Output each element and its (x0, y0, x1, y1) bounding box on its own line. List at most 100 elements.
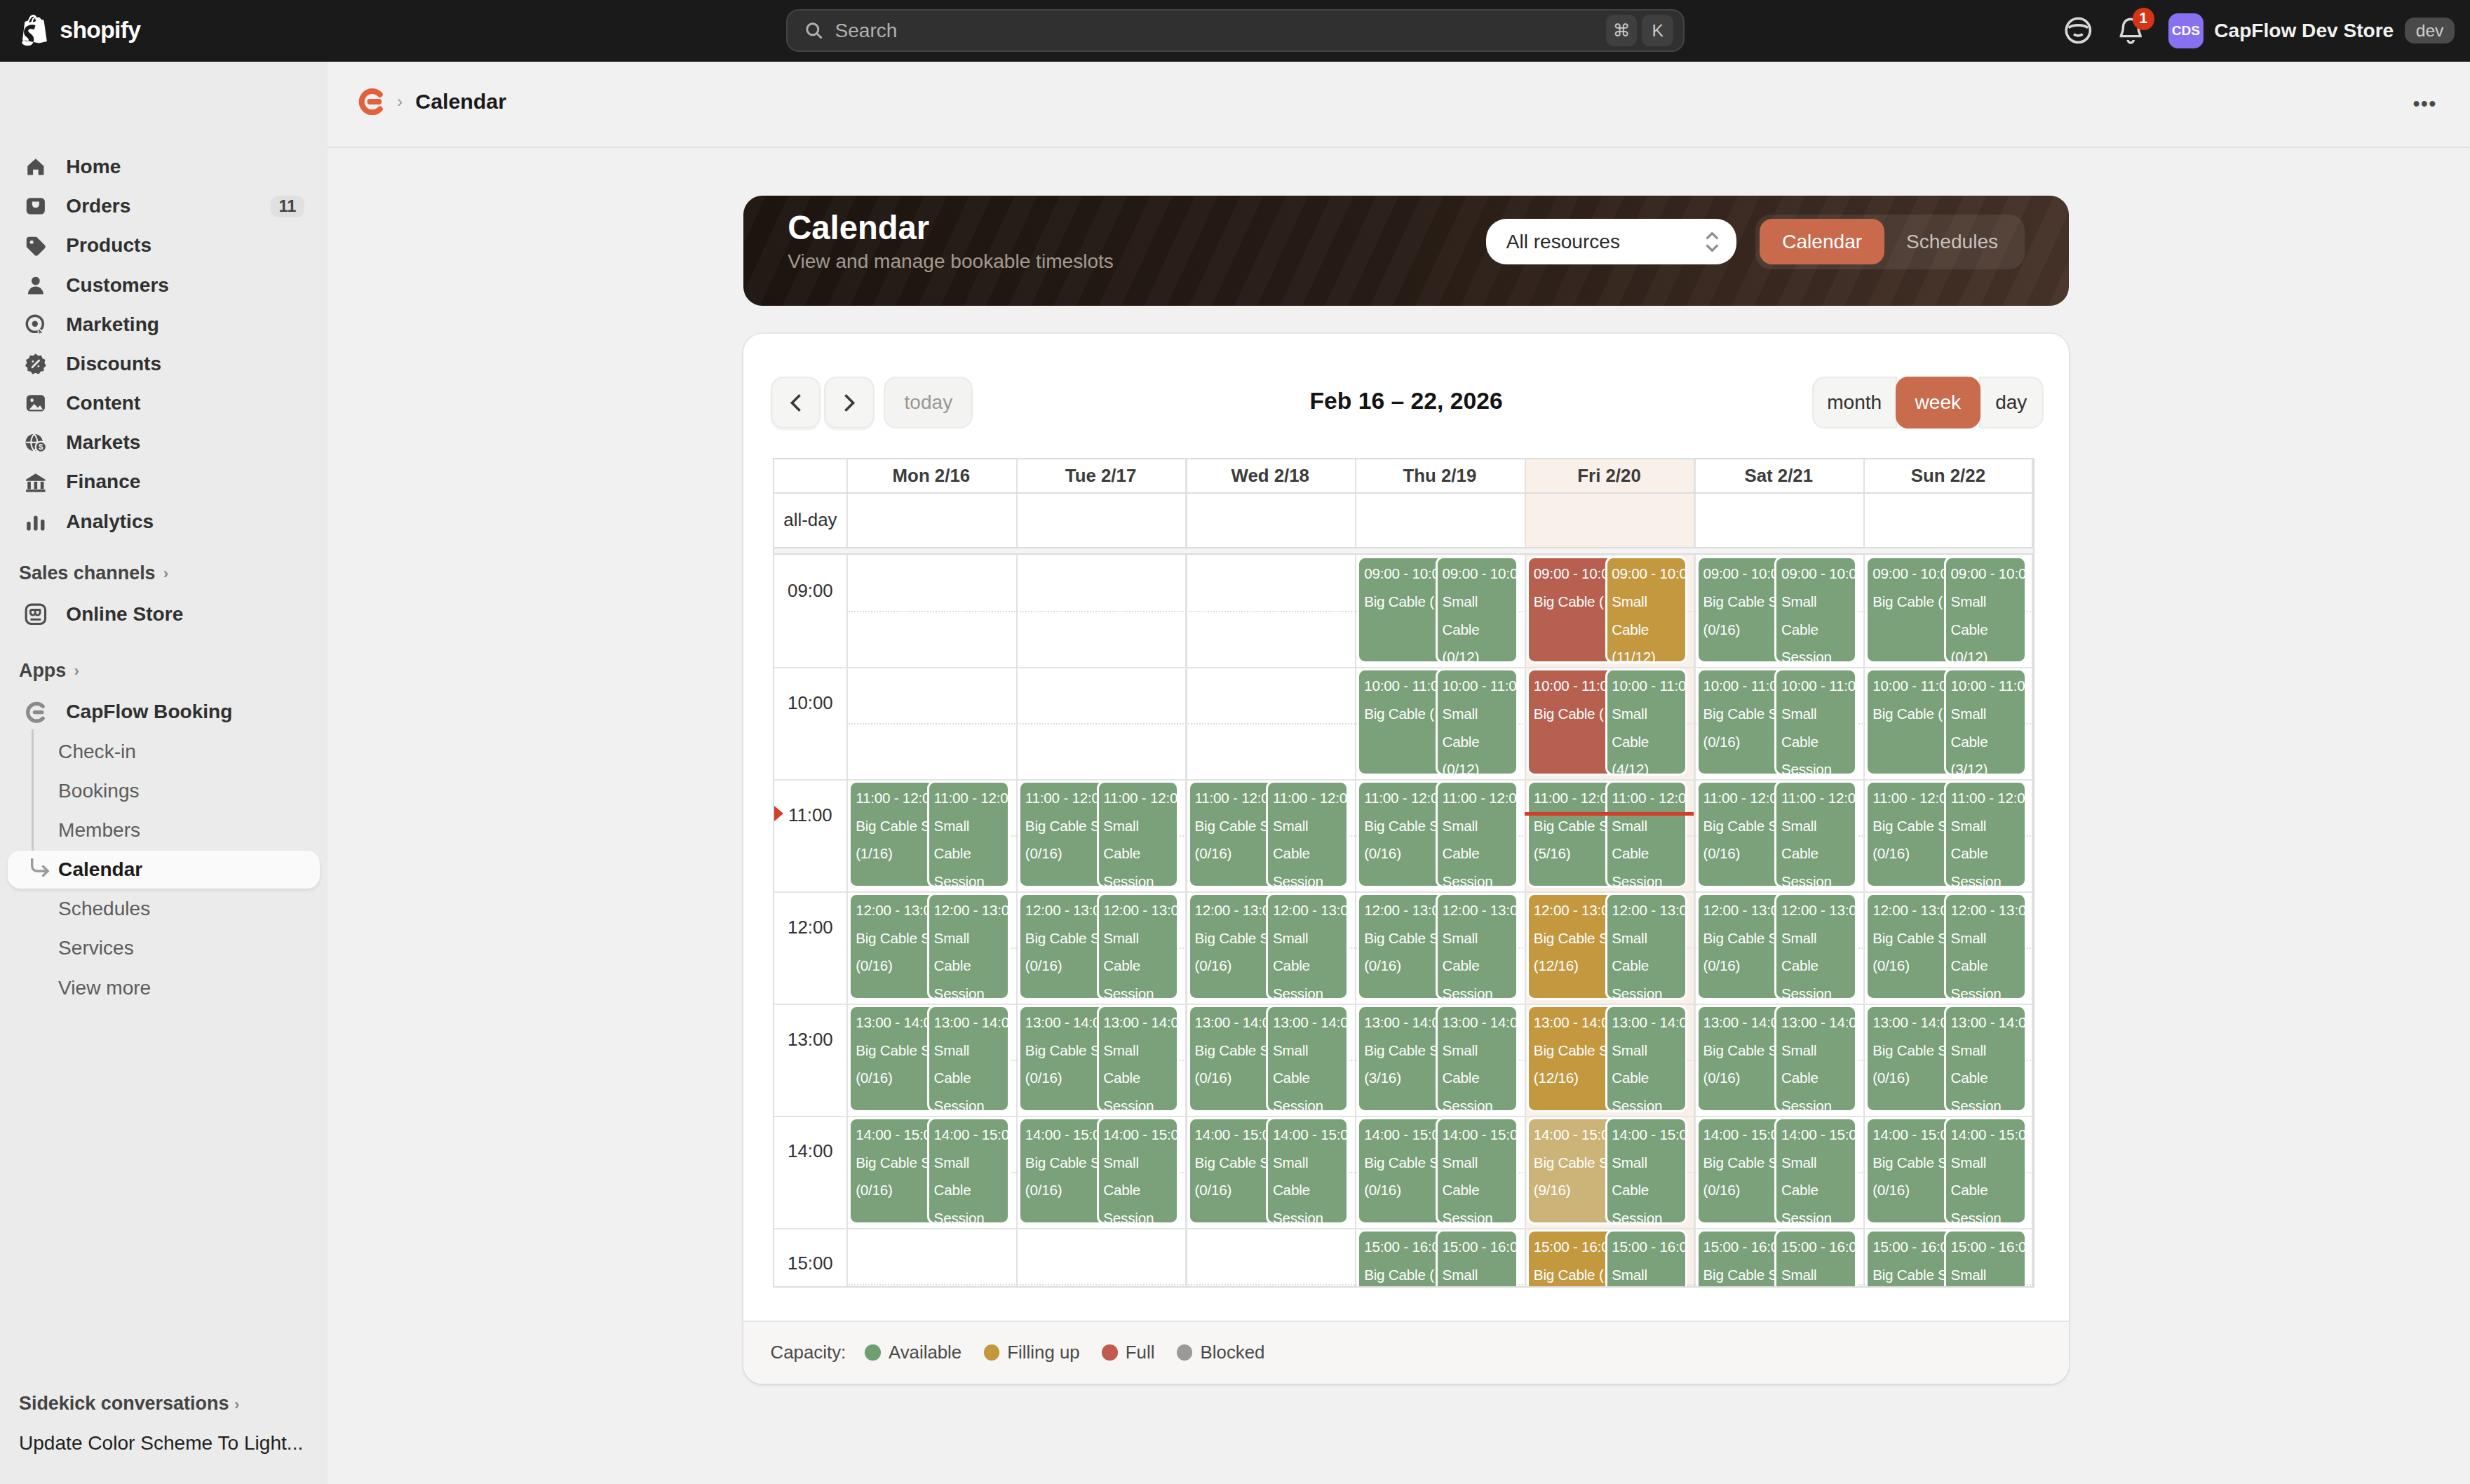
event-small-cable[interactable]: 12:00 - 13:00SmallCableSession (927, 893, 1010, 1000)
sidebar-item-online-store[interactable]: Online Store (8, 595, 320, 633)
event-small-cable[interactable]: 12:00 - 13:00SmallCableSession (1774, 893, 1857, 1000)
event-small-cable[interactable]: 14:00 - 15:00SmallCableSession (1774, 1117, 1857, 1225)
view-day-button[interactable]: day (1979, 377, 2044, 429)
event-time: 15:00 - 16:00 (1612, 1233, 1685, 1261)
sidebar-item-customers[interactable]: Customers (8, 267, 320, 304)
sales-channels-header[interactable]: Sales channels› (19, 562, 168, 584)
event-small-cable[interactable]: 12:00 - 13:00SmallCableSession (1097, 893, 1180, 1000)
svg-text:$: $ (39, 443, 43, 452)
event-small-cable[interactable]: 13:00 - 14:00SmallCableSession (1944, 1005, 2027, 1112)
sidebar-item-capflow[interactable]: CapFlow Booking (8, 693, 320, 731)
event-small-cable[interactable]: 11:00 - 12:00SmallCableSession (1605, 781, 1688, 888)
event-small-cable[interactable]: 11:00 - 12:00SmallCableSession (1266, 781, 1349, 888)
event-small-cable[interactable]: 14:00 - 15:00SmallCableSession (1605, 1117, 1688, 1225)
sidebar: HomeOrders11ProductsCustomersMarketingDi… (0, 62, 328, 1484)
sidebar-item-marketing[interactable]: Marketing (8, 306, 320, 344)
sidebar-item-members[interactable]: Members (8, 811, 320, 849)
hero-title: Calendar (788, 208, 929, 247)
event-small-cable[interactable]: 10:00 - 11:00SmallCable(4/12) (1605, 668, 1688, 776)
view-month-button[interactable]: month (1812, 377, 1897, 429)
event-small-cable[interactable]: 14:00 - 15:00SmallCableSession (927, 1117, 1010, 1225)
event-title-line: Small (1781, 700, 1855, 728)
event-title-line: Small (1612, 1261, 1685, 1288)
sidebar-item-schedules[interactable]: Schedules (8, 890, 320, 928)
event-small-cable[interactable]: 12:00 - 13:00SmallCableSession (1266, 893, 1349, 1000)
sidebar-item-check-in[interactable]: Check-in (8, 733, 320, 771)
event-small-cable[interactable]: 10:00 - 11:00SmallCableSession (1774, 668, 1857, 776)
legend-dot (1177, 1344, 1192, 1360)
event-small-cable[interactable]: 11:00 - 12:00SmallCableSession (1944, 781, 2027, 888)
now-indicator-arrow (774, 806, 783, 821)
conversation-link[interactable]: Update Color Scheme To Light... (19, 1432, 303, 1455)
event-title-line: Session (1273, 1204, 1347, 1225)
search-icon (804, 20, 824, 41)
sidebar-item-products[interactable]: Products (8, 227, 320, 265)
sidebar-item-analytics[interactable]: Analytics (8, 503, 320, 541)
event-small-cable[interactable]: 09:00 - 10:00SmallCableSession (1774, 556, 1857, 663)
event-small-cable[interactable]: 14:00 - 15:00SmallCableSession (1266, 1117, 1349, 1225)
legend-item-available: Available (865, 1342, 961, 1363)
event-small-cable[interactable]: 15:00 - 16:00Small (1436, 1229, 1518, 1288)
event-small-cable[interactable]: 11:00 - 12:00SmallCableSession (1436, 781, 1518, 888)
event-small-cable[interactable]: 10:00 - 11:00SmallCable(0/12) (1436, 668, 1518, 776)
event-small-cable[interactable]: 13:00 - 14:00SmallCableSession (927, 1005, 1010, 1112)
event-title-line: (0/12) (1443, 643, 1516, 663)
sidebar-item-home[interactable]: Home (8, 148, 320, 186)
event-title-line: Session (1951, 1092, 2025, 1112)
event-small-cable[interactable]: 11:00 - 12:00SmallCableSession (1774, 781, 1857, 888)
event-title-line: Cable (1951, 1064, 2025, 1092)
notifications-button[interactable]: 1 (2117, 15, 2145, 46)
sidekick-conversations-header[interactable]: Sidekick conversations › (19, 1393, 239, 1415)
sidebar-item-markets[interactable]: $Markets (8, 424, 320, 461)
event-small-cable[interactable]: 12:00 - 13:00SmallCableSession (1436, 893, 1518, 1000)
sidebar-item-content[interactable]: Content (8, 384, 320, 422)
sidebar-item-orders[interactable]: Orders11 (8, 187, 320, 225)
event-small-cable[interactable]: 13:00 - 14:00SmallCableSession (1774, 1005, 1857, 1112)
event-small-cable[interactable]: 11:00 - 12:00SmallCableSession (1097, 781, 1180, 888)
apps-header[interactable]: Apps› (19, 660, 79, 682)
event-title-line: Small (1612, 1149, 1685, 1177)
event-small-cable[interactable]: 12:00 - 13:00SmallCableSession (1944, 893, 2027, 1000)
sidebar-item-discounts[interactable]: Discounts (8, 345, 320, 383)
event-small-cable[interactable]: 13:00 - 14:00SmallCableSession (1097, 1005, 1180, 1112)
sidebar-item-view-more[interactable]: View more (8, 969, 320, 1007)
tab-schedules[interactable]: Schedules (1884, 219, 2020, 264)
sidebar-item-finance[interactable]: Finance (8, 463, 320, 501)
event-title-line: Small (1951, 1261, 2025, 1288)
event-title-line: Small (1612, 700, 1685, 728)
capflow-logo-icon[interactable] (358, 88, 384, 115)
event-small-cable[interactable]: 15:00 - 16:00Small (1605, 1229, 1688, 1288)
event-title-line: Cable (934, 952, 1008, 980)
store-menu[interactable]: CDS CapFlow Dev Store dev (2168, 13, 2455, 48)
sidebar-item-calendar[interactable]: Calendar (8, 851, 320, 889)
sidebar-item-services[interactable]: Services (8, 929, 320, 967)
view-week-button[interactable]: week (1896, 377, 1980, 429)
day-header-mon: Mon 2/16 (846, 459, 1016, 492)
event-time: 13:00 - 14:00 (1781, 1009, 1855, 1037)
tab-calendar[interactable]: Calendar (1760, 219, 1884, 264)
search-input[interactable]: Search ⌘ K (786, 9, 1685, 52)
event-title-line: Session (1273, 1092, 1347, 1112)
sidebar-item-bookings[interactable]: Bookings (8, 772, 320, 810)
time-label-13:00: 13:00 (774, 1004, 846, 1060)
event-small-cable[interactable]: 14:00 - 15:00SmallCableSession (1097, 1117, 1180, 1225)
event-time: 15:00 - 16:00 (1443, 1233, 1516, 1261)
event-small-cable[interactable]: 09:00 - 10:00SmallCable(0/12) (1436, 556, 1518, 663)
event-small-cable[interactable]: 13:00 - 14:00SmallCableSession (1266, 1005, 1349, 1112)
shopify-logo[interactable]: shopify (22, 14, 140, 46)
more-actions-button[interactable]: ••• (2404, 83, 2445, 124)
resource-select[interactable]: All resources (1486, 219, 1736, 264)
event-small-cable[interactable]: 09:00 - 10:00SmallCable(11/12) (1605, 556, 1688, 663)
event-small-cable[interactable]: 15:00 - 16:00Small (1944, 1229, 2027, 1288)
event-title-line: Small (1443, 700, 1516, 728)
sidekick-icon[interactable] (2063, 15, 2093, 46)
event-small-cable[interactable]: 13:00 - 14:00SmallCableSession (1436, 1005, 1518, 1112)
event-small-cable[interactable]: 15:00 - 16:00Small (1774, 1229, 1857, 1288)
event-small-cable[interactable]: 14:00 - 15:00SmallCableSession (1944, 1117, 2027, 1225)
event-small-cable[interactable]: 09:00 - 10:00SmallCable(0/12) (1944, 556, 2027, 663)
event-small-cable[interactable]: 10:00 - 11:00SmallCable(3/12) (1944, 668, 2027, 776)
event-small-cable[interactable]: 13:00 - 14:00SmallCableSession (1605, 1005, 1688, 1112)
event-small-cable[interactable]: 12:00 - 13:00SmallCableSession (1605, 893, 1688, 1000)
event-small-cable[interactable]: 11:00 - 12:00SmallCableSession (927, 781, 1010, 888)
event-small-cable[interactable]: 14:00 - 15:00SmallCableSession (1436, 1117, 1518, 1225)
